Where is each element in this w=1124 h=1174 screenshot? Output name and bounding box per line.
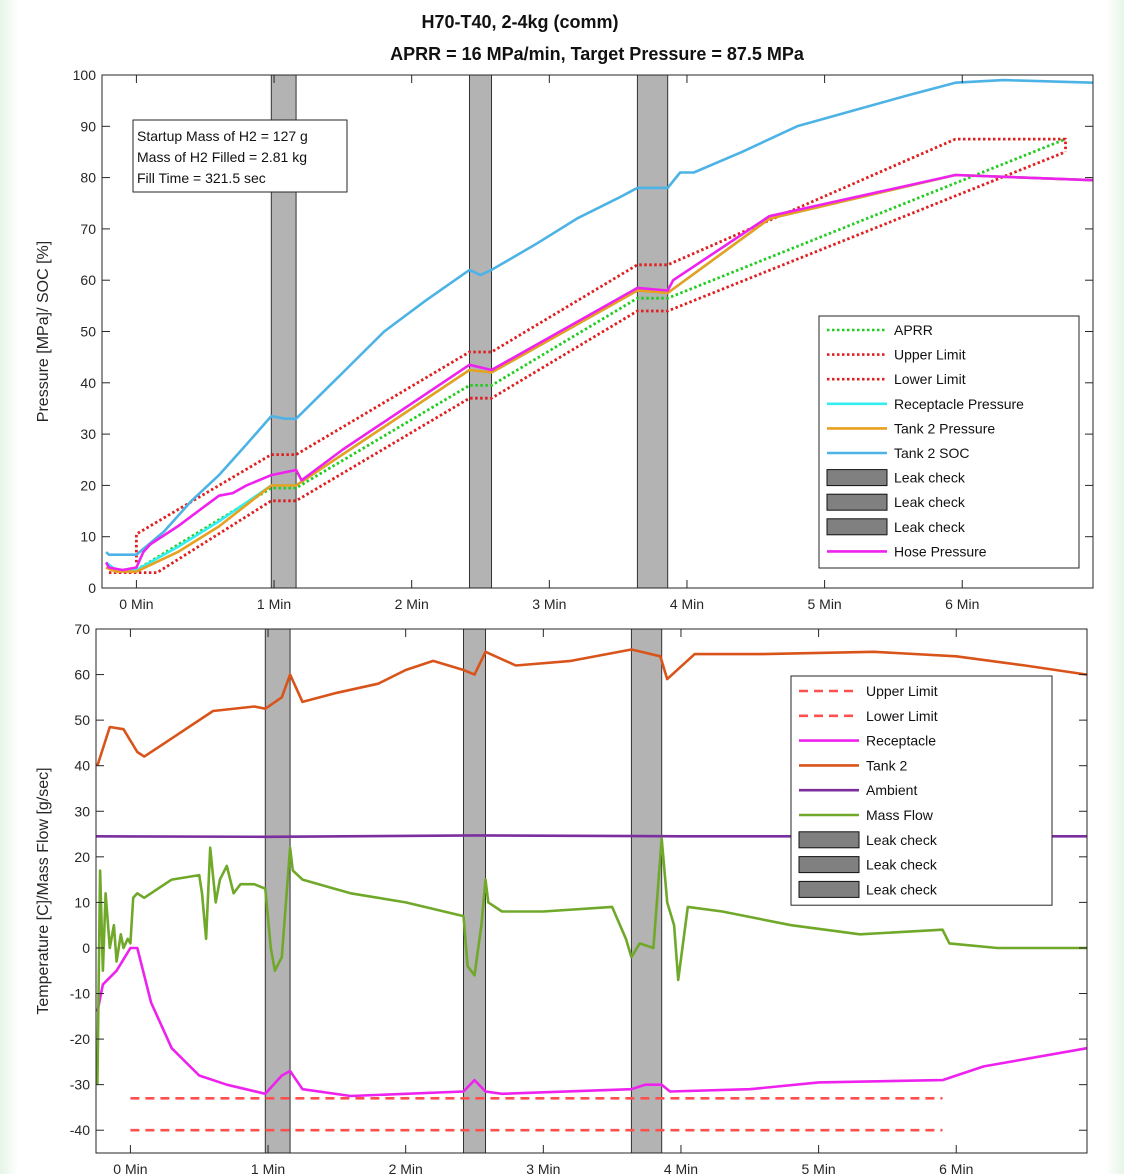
p1-y-tick-label: 90 [80, 118, 96, 134]
p1-legend-entry-label: Lower Limit [894, 371, 966, 387]
p2-legend-entry-label: Upper Limit [866, 683, 938, 699]
p1-x-tick-label: 3 Min [532, 596, 566, 612]
p2-y-tick-label: 10 [74, 894, 90, 910]
p2-y-tick-label: -20 [70, 1031, 90, 1047]
p1-series-line-9 [104, 173, 1094, 572]
p1-legend-entry-label: Leak check [894, 494, 966, 510]
chart-panel-1: 0 Min 1 Min 2 Min 3 Min 4 Min 5 Min 6 Min 0 10 20… [35, 67, 1094, 612]
p2-y-tick-label: 70 [74, 621, 90, 637]
p1-y-tick-label: 20 [80, 477, 96, 493]
p2-legend-entry-label: Leak check [866, 881, 938, 897]
p1-y-tick-label: 100 [73, 67, 97, 83]
p1-annotation-frame [132, 119, 348, 193]
p1-y-tick-label: 10 [80, 529, 96, 545]
p1-x-tick-label: 4 Min [670, 596, 704, 612]
p2-x-tick-label: 3 Min [526, 1161, 560, 1174]
p1-y-tick-label: 70 [80, 221, 96, 237]
p2-legend-entry-label: Lower Limit [866, 708, 938, 724]
p1-legend-entry-label: APRR [894, 322, 933, 338]
p1-series-line-5 [105, 78, 1094, 557]
p2-x-tick-label: 0 Min [113, 1161, 147, 1174]
p1-x-tick-label: 5 Min [807, 596, 841, 612]
p2-x-tick-label: 4 Min [664, 1161, 698, 1174]
p1-legend-entry-label: Leak check [894, 470, 966, 486]
p1-legend-swatch-patch [826, 469, 888, 487]
p1-x-tick-label: 0 Min [119, 596, 153, 612]
p1-legend-entry-label: Receptacle Pressure [894, 396, 1024, 412]
p1-legend-entry-label: Upper Limit [894, 347, 966, 363]
p1-annotation-box: Startup Mass of H2 = 127 g Mass of H2 Fil… [132, 119, 348, 193]
p2-x-tick-label: 2 Min [389, 1161, 423, 1174]
p1-legend-entry-label: Hose Pressure [894, 543, 987, 559]
p2-legend-entry-label: Leak check [866, 832, 938, 848]
p1-annotation-line: Mass of H2 Filled = 2.81 kg [137, 149, 307, 165]
p1-legend-entry-label: Tank 2 Pressure [894, 420, 995, 436]
p2-series-line-5 [96, 837, 1087, 1085]
p2-x-tick-label: 1 Min [251, 1161, 285, 1174]
p2-series-line-3 [96, 648, 1088, 767]
p2-y-tick-label: 20 [74, 849, 90, 865]
p2-y-tick-label: 50 [74, 712, 90, 728]
p1-y-tick-label: 30 [80, 426, 96, 442]
p1-y-tick-label: 50 [80, 324, 96, 340]
p1-x-tick-label: 6 Min [945, 596, 979, 612]
figure-title-line-2: APRR = 16 MPa/min, Target Pressure = 87.… [390, 44, 804, 64]
p1-y-tick-label: 40 [80, 375, 96, 391]
p2-legend-entry-label: Tank 2 [866, 757, 907, 773]
p1-legend-entry-label: Tank 2 SOC [894, 445, 969, 461]
p1-series-line-4 [105, 173, 1094, 573]
p2-legend-entry-label: Leak check [866, 857, 938, 873]
p2-y-tick-label: -40 [70, 1122, 90, 1138]
p2-y-tick-label: -30 [70, 1077, 90, 1093]
p2-y-axis-label: Temperature [C]/Mass Flow [g/sec] [35, 767, 52, 1014]
p2-legend-swatch-patch [798, 831, 860, 849]
p2-series-line-2 [96, 946, 1088, 1098]
p2-y-tick-label: -10 [70, 986, 90, 1002]
p1-annotation-line: Startup Mass of H2 = 127 g [137, 128, 308, 144]
p1-y-tick-label: 80 [80, 170, 96, 186]
p2-x-tick-label: 5 Min [801, 1161, 835, 1174]
p1-legend-entry-label: Leak check [894, 519, 966, 535]
p1-series-line-0 [135, 137, 1067, 572]
p1-series-line-2 [108, 150, 1067, 574]
p1-y-tick-label: 60 [80, 272, 96, 288]
p1-leak-check-band-2 [468, 74, 493, 589]
p1-legend-swatch-patch [826, 518, 888, 536]
p1-legend-swatch-patch [826, 493, 888, 511]
p1-x-tick-label: 1 Min [257, 596, 291, 612]
p2-y-tick-label: 30 [74, 803, 90, 819]
p2-axes-box [95, 628, 1088, 1154]
p1-annotation-line: Fill Time = 321.5 sec [137, 170, 266, 186]
p2-y-tick-label: 0 [82, 940, 90, 956]
p1-y-tick-label: 0 [88, 580, 96, 596]
p2-y-tick-label: 60 [74, 667, 90, 683]
p1-legend: APRR Upper Limit Lower Limit Receptacle Pre… [818, 315, 1080, 569]
p2-legend-swatch-patch [798, 856, 860, 874]
p2-legend-entry-label: Receptacle [866, 733, 936, 749]
p2-legend-entry-label: Mass Flow [866, 807, 934, 823]
p2-y-tick-label: 40 [74, 758, 90, 774]
p1-y-axis-label: Pressure [MPa]/ SOC [%] [35, 241, 52, 422]
p1-leak-check-band-3 [636, 74, 669, 589]
p2-legend: Upper Limit Lower Limit Receptacle Tank 2 Am… [790, 675, 1053, 906]
p1-x-tick-label: 2 Min [395, 596, 429, 612]
p2-leak-check-band-2 [462, 628, 487, 1154]
p2-legend-entry-label: Ambient [866, 782, 917, 798]
p2-legend-swatch-patch [798, 880, 860, 898]
figure-title-line-1: H70-T40, 2-4kg (comm) [421, 12, 619, 32]
chart-panel-2: 0 Min 1 Min 2 Min 3 Min 4 Min 5 Min 6 Min -40 -3… [35, 621, 1088, 1174]
p2-x-tick-label: 6 Min [939, 1161, 973, 1174]
